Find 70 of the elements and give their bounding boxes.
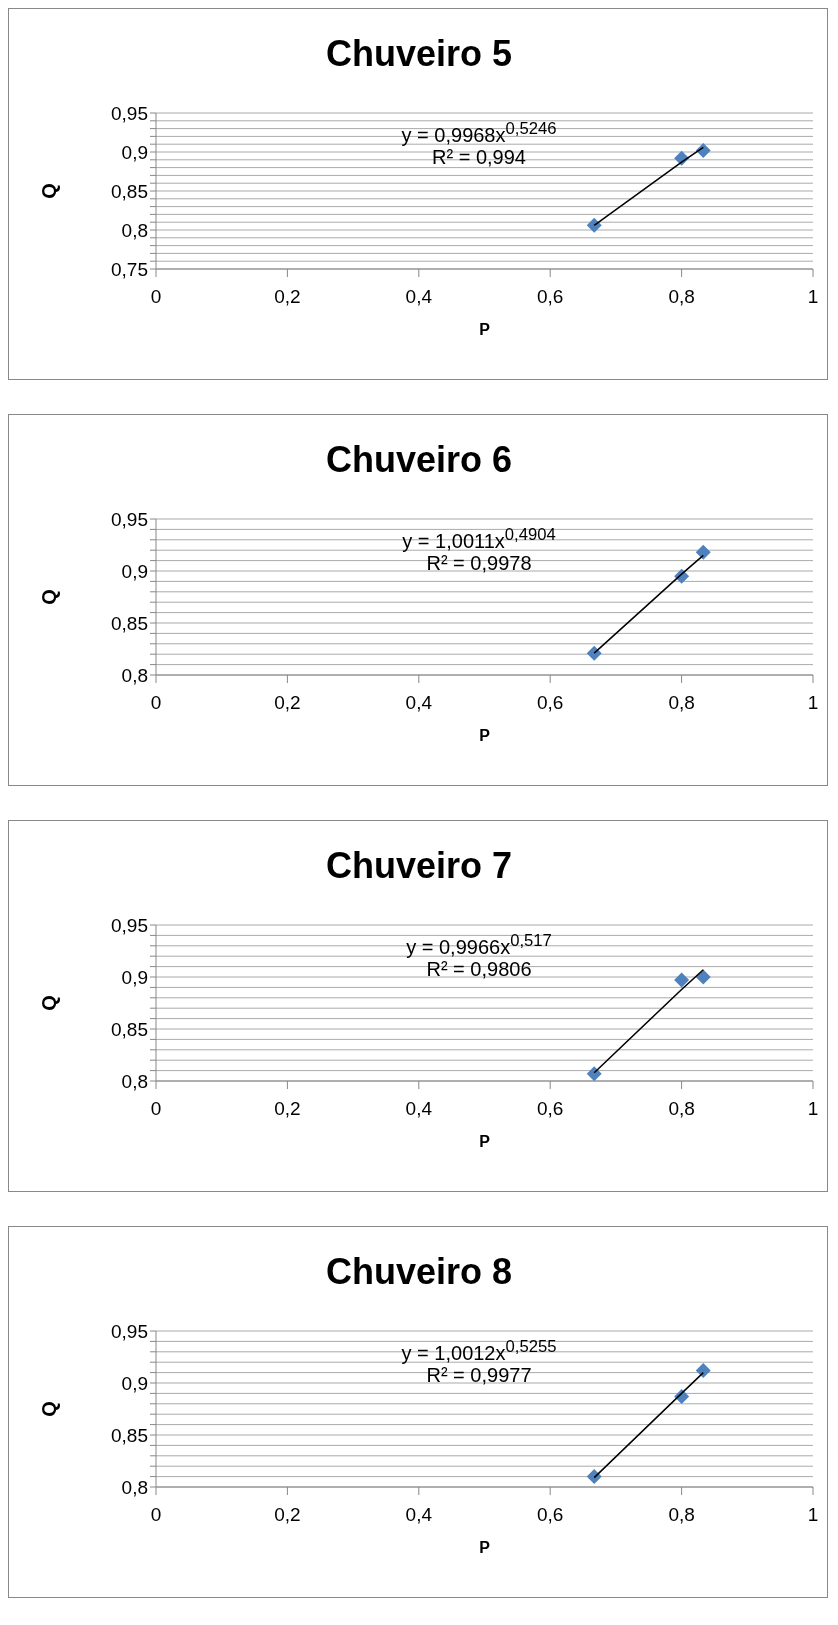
point bbox=[586, 645, 602, 661]
x-tick-label: 0 bbox=[150, 1098, 162, 1119]
x-tick-label: 0,8 bbox=[668, 286, 695, 307]
annotation: y = 1,0011x$^{0,4904}$ bbox=[401, 524, 557, 553]
x-tick-label: 0,6 bbox=[536, 692, 564, 713]
y-tick-label: 0,95 bbox=[111, 103, 148, 124]
annotation: R² = 0,994 bbox=[431, 145, 527, 169]
x-tick-label: 0,2 bbox=[274, 286, 301, 307]
annotation: y = 0,9968x$^{0,5246}$ bbox=[400, 118, 558, 147]
x-axis-title: P bbox=[479, 1133, 491, 1150]
chart-title: Chuveiro 7 bbox=[324, 845, 513, 887]
y-tick-label: 0,8 bbox=[121, 1071, 148, 1092]
x-tick-label: 0 bbox=[150, 286, 162, 307]
x-tick-label: 1 bbox=[807, 1098, 819, 1119]
x-tick-label: 0,2 bbox=[274, 1504, 301, 1525]
y-tick-label: 0,95 bbox=[111, 509, 148, 530]
point bbox=[586, 217, 602, 233]
point bbox=[695, 969, 711, 985]
y-axis-title: Q bbox=[38, 1401, 61, 1417]
y-tick-label: 0,9 bbox=[121, 1373, 148, 1394]
x-tick-label: 0,8 bbox=[668, 1504, 695, 1525]
y-tick-label: 0,8 bbox=[121, 665, 148, 686]
point bbox=[695, 544, 711, 560]
point bbox=[586, 1469, 602, 1485]
annotation: y = 0,9966x$^{0,517}$ bbox=[405, 930, 553, 959]
annotation: y = 1,0012x$^{0,5255}$ bbox=[400, 1336, 558, 1365]
x-tick-label: 0,4 bbox=[405, 1098, 433, 1119]
point bbox=[695, 1363, 711, 1379]
x-tick-label: 0,8 bbox=[668, 692, 695, 713]
x-axis-title: P bbox=[479, 321, 491, 338]
annotation: R² = 0,9806 bbox=[425, 957, 533, 981]
x-axis-title: P bbox=[479, 1539, 491, 1556]
y-axis-title: Q bbox=[38, 183, 61, 199]
y-tick-label: 0,9 bbox=[121, 142, 148, 163]
y-tick-label: 0,85 bbox=[111, 181, 148, 202]
y-tick-label: 0,85 bbox=[111, 1019, 148, 1040]
y-tick-label: 0,8 bbox=[121, 220, 148, 241]
x-tick-label: 0,4 bbox=[405, 1504, 433, 1525]
y-tick-label: 0,75 bbox=[111, 259, 148, 280]
x-tick-label: 0,2 bbox=[274, 1098, 301, 1119]
x-tick-label: 0,8 bbox=[668, 1098, 695, 1119]
y-tick-label: 0,95 bbox=[111, 915, 148, 936]
point bbox=[674, 972, 690, 988]
x-tick-label: 1 bbox=[807, 692, 819, 713]
y-tick-label: 0,85 bbox=[111, 1425, 148, 1446]
y-axis-title: Q bbox=[38, 589, 61, 605]
x-tick-label: 1 bbox=[807, 1504, 819, 1525]
chart-title: Chuveiro 6 bbox=[324, 439, 513, 481]
y-tick-label: 0,8 bbox=[121, 1477, 148, 1498]
x-tick-label: 0 bbox=[150, 1504, 162, 1525]
y-tick-label: 0,9 bbox=[121, 967, 148, 988]
x-tick-label: 0,4 bbox=[405, 286, 433, 307]
annotation: R² = 0,9978 bbox=[425, 551, 533, 575]
x-tick-label: 0 bbox=[150, 692, 162, 713]
y-tick-label: 0,85 bbox=[111, 613, 148, 634]
chart-title: Chuveiro 5 bbox=[324, 33, 513, 75]
y-axis-title: Q bbox=[38, 995, 61, 1011]
x-tick-label: 0,4 bbox=[405, 692, 433, 713]
chart-title: Chuveiro 8 bbox=[324, 1251, 513, 1293]
x-axis-title: P bbox=[479, 727, 491, 744]
x-tick-label: 0,6 bbox=[536, 1504, 564, 1525]
x-tick-label: 0,6 bbox=[536, 1098, 564, 1119]
x-tick-label: 1 bbox=[807, 286, 819, 307]
annotation: R² = 0,9977 bbox=[425, 1363, 533, 1387]
x-tick-label: 0,2 bbox=[274, 692, 301, 713]
point bbox=[695, 142, 711, 158]
x-tick-label: 0,6 bbox=[536, 286, 564, 307]
y-tick-label: 0,95 bbox=[111, 1321, 148, 1342]
point bbox=[586, 1066, 602, 1081]
y-tick-label: 0,9 bbox=[121, 561, 148, 582]
